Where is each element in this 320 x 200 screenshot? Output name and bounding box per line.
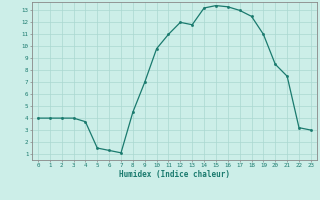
X-axis label: Humidex (Indice chaleur): Humidex (Indice chaleur) xyxy=(119,170,230,179)
